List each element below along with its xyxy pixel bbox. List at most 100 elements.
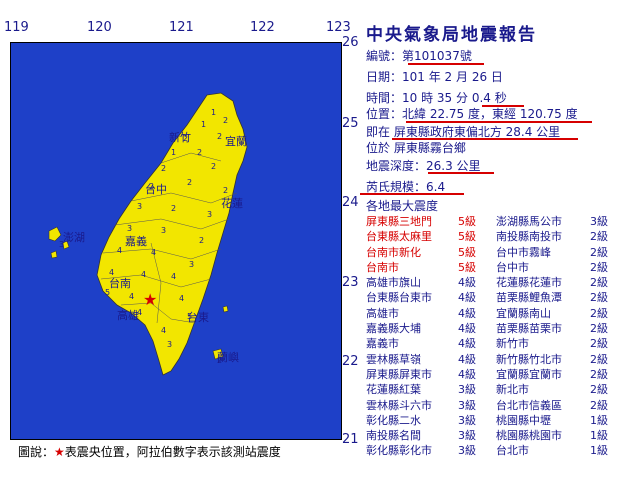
intensity-left-place-9: 雲林縣草嶺: [366, 352, 421, 366]
intensity-right-place-11: 新北市: [496, 383, 529, 397]
svg-text:4: 4: [109, 268, 114, 277]
map-label-tainan: 台南: [109, 277, 131, 290]
report-time-value: 10 時 35 分 0.4 秒: [402, 91, 507, 105]
svg-text:2: 2: [187, 178, 192, 187]
intensity-right-places: 澎湖縣馬公市 南投縣南投市 台中市霧峰 台中市 花蓮縣花蓮市 苗栗縣鯉魚潭 宜蘭縣南山 苗栗縣…: [496, 214, 586, 459]
intensity-right-place-4: 花蓮縣花蓮市: [496, 276, 562, 290]
report-date-label: 日期：: [366, 70, 403, 84]
intensity-left-level-9: 4級: [458, 352, 476, 366]
taiwan-island: [96, 92, 248, 376]
report-position-label: 位置：: [366, 107, 403, 121]
underline-depth: [428, 172, 494, 174]
svg-text:3: 3: [167, 340, 172, 349]
intensity-right-place-7: 苗栗縣苗栗市: [496, 322, 562, 336]
lon-tick-119: 119: [4, 20, 29, 35]
epicenter-star: ★: [143, 290, 157, 309]
intensity-left-place-8: 嘉義市: [366, 337, 399, 351]
svg-text:2: 2: [217, 132, 222, 141]
map-label-hualian: 花蓮: [221, 197, 243, 210]
intensity-left-level-11: 3級: [458, 383, 476, 397]
intensity-right-place-6: 宜蘭縣南山: [496, 306, 551, 320]
lon-tick-123: 123: [326, 20, 351, 35]
report-number: 編號：第101037號: [366, 47, 472, 64]
intensity-left-level-6: 4級: [458, 306, 476, 320]
intensity-right-level-7: 2級: [590, 322, 608, 336]
map-label-gaoxiong: 高雄: [117, 309, 139, 322]
map-label-jiayi: 嘉義: [125, 235, 147, 248]
intensity-right-level-13: 1級: [590, 413, 608, 427]
intensity-left-level-12: 3級: [458, 398, 476, 412]
intensity-right-place-15: 台北市: [496, 444, 529, 458]
lat-tick-23: 23: [342, 275, 359, 290]
intensity-right-level-8: 2級: [590, 337, 608, 351]
intensity-left-place-11: 花蓮縣紅葉: [366, 383, 421, 397]
map-label-lanyu: 蘭嶼: [217, 351, 239, 364]
report-date: 日期：101 年 2 月 26 日: [366, 68, 503, 85]
report-title: 中央氣象局地震報告: [366, 25, 537, 45]
svg-text:1: 1: [201, 120, 206, 129]
svg-text:2: 2: [161, 164, 166, 173]
intensity-left-level-13: 3級: [458, 413, 476, 427]
ludao-island: [222, 305, 229, 313]
intensity-left-place-1: 台東縣太麻里: [366, 230, 432, 244]
intensity-right-place-5: 苗栗縣鯉魚潭: [496, 291, 562, 305]
svg-text:1: 1: [211, 108, 216, 117]
svg-text:3: 3: [207, 210, 212, 219]
intensity-left-place-3: 台南市: [366, 260, 399, 274]
intensity-right-place-13: 桃園縣中壢: [496, 413, 551, 427]
intensity-left-level-1: 5級: [458, 230, 476, 244]
svg-text:5: 5: [187, 312, 192, 321]
svg-text:2: 2: [197, 148, 202, 157]
legend-prefix: 圖說：: [18, 445, 55, 459]
lon-tick-120: 120: [87, 20, 112, 35]
legend-star-icon: ★: [54, 445, 65, 459]
legend-text: 表震央位置，阿拉伯數字表示該測站震度: [64, 445, 281, 459]
intensity-left-place-0: 屏東縣三地門: [366, 215, 432, 228]
map-label-penghu: 澎湖: [63, 231, 85, 244]
svg-text:3: 3: [161, 226, 166, 235]
map-label-taidong: 台東: [187, 311, 209, 324]
svg-text:4: 4: [141, 270, 146, 279]
report-magnitude-label: 芮氏規模：: [366, 180, 427, 194]
intensity-right-level-6: 2級: [590, 306, 608, 320]
underline-position: [406, 121, 592, 123]
svg-text:4: 4: [137, 308, 142, 317]
intensity-left-level-3: 5級: [458, 260, 476, 274]
report-position-value: 北緯 22.75 度，東經 120.75 度: [402, 107, 578, 121]
lat-tick-26: 26: [342, 35, 359, 50]
svg-text:2: 2: [211, 162, 216, 171]
report-location-line1: 即在 屏東縣政府東偏北方 28.4 公里: [366, 125, 561, 139]
svg-text:2: 2: [217, 356, 222, 365]
intensity-right-place-10: 宜蘭縣宜蘭市: [496, 367, 562, 381]
svg-text:2: 2: [183, 134, 188, 143]
svg-text:3: 3: [127, 224, 132, 233]
intensity-left-level-2: 5級: [458, 245, 476, 259]
intensity-right-level-0: 3級: [590, 215, 608, 228]
intensity-right-level-5: 2級: [590, 291, 608, 305]
intensity-right-place-3: 台中市: [496, 260, 529, 274]
lat-tick-24: 24: [342, 195, 359, 210]
intensity-right-level-10: 2級: [590, 367, 608, 381]
intensity-right-level-3: 2級: [590, 260, 608, 274]
intensity-left-level-5: 4級: [458, 291, 476, 305]
intensity-left-level-4: 4級: [458, 276, 476, 290]
intensity-left-place-15: 彰化縣彰化市: [366, 444, 432, 458]
intensity-right-level-14: 1級: [590, 429, 608, 443]
svg-text:1: 1: [171, 148, 176, 157]
intensity-right-place-2: 台中市霧峰: [496, 245, 551, 259]
map-label-xinzhu: 新竹: [169, 131, 191, 144]
intensity-left-level-15: 3級: [458, 444, 476, 458]
intensity-right-level-12: 2級: [590, 398, 608, 412]
intensity-right-place-1: 南投縣南投市: [496, 230, 562, 244]
intensity-left-place-4: 高雄市旗山: [366, 276, 421, 290]
lon-tick-121: 121: [169, 20, 194, 35]
report-magnitude: 芮氏規模：6.4: [366, 178, 445, 195]
intensity-right-level-11: 2級: [590, 383, 608, 397]
svg-text:2: 2: [223, 186, 228, 195]
report-depth-value: 26.3 公里: [426, 159, 481, 173]
underline-time: [482, 105, 524, 107]
intensity-left-place-13: 彰化縣二水: [366, 413, 421, 427]
intensity-right-level-1: 2級: [590, 230, 608, 244]
report-number-label: 編號：: [366, 49, 403, 63]
